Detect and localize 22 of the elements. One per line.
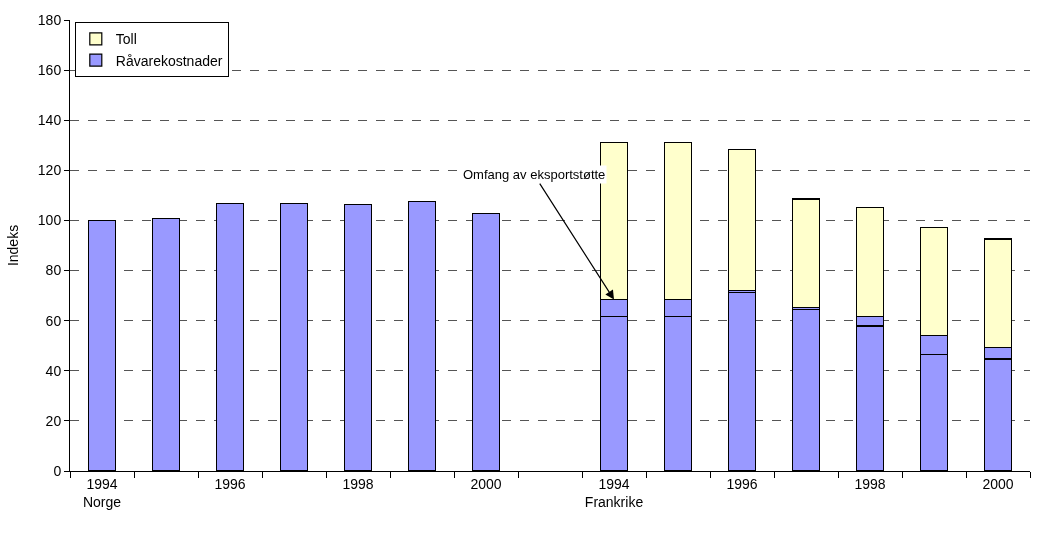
y-tick-label: 20 (45, 412, 62, 429)
x-tick-label: 1996 (726, 475, 758, 492)
y-tick-label: 40 (45, 362, 62, 379)
x-tick-label: 2000 (982, 475, 1014, 492)
x-tick-label: 1996 (214, 475, 246, 492)
x-tick-label: 2000 (470, 475, 502, 492)
annotation: Omfang av eksportstøtte (463, 167, 606, 182)
y-tick-label: 180 (37, 11, 62, 28)
y-tick-label: 80 (45, 262, 62, 279)
legend-label: Råvarekostnader (115, 52, 223, 69)
x-tick-label: 1994 Norge (82, 475, 122, 510)
x-tick-label: 1998 (342, 475, 374, 492)
y-axis-title: Indeks (5, 224, 22, 267)
x-tick-label: 1998 (854, 475, 886, 492)
legend-label: Toll (115, 31, 137, 48)
y-tick-label: 120 (37, 162, 62, 179)
y-tick-label: 60 (45, 312, 62, 329)
y-tick-label: 0 (53, 462, 62, 479)
y-tick-label: 160 (37, 62, 62, 79)
x-tick-label: 1994 Frankrike (584, 475, 644, 510)
y-tick-label: 140 (37, 112, 62, 129)
y-tick-label: 100 (37, 212, 62, 229)
